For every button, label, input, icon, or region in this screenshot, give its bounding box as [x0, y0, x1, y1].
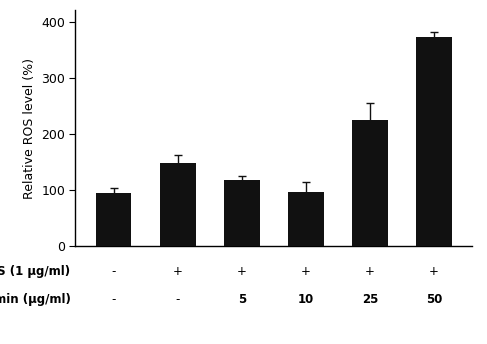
Bar [288, 192, 323, 246]
Text: Curcumin (μg/ml): Curcumin (μg/ml) [0, 293, 71, 306]
Text: +: + [237, 265, 247, 278]
Text: -: - [176, 293, 180, 306]
Bar [416, 37, 451, 246]
Text: +: + [173, 265, 183, 278]
Bar [353, 120, 388, 246]
Text: +: + [301, 265, 311, 278]
Text: 50: 50 [426, 293, 442, 306]
Text: +: + [365, 265, 375, 278]
Text: 5: 5 [238, 293, 246, 306]
Text: LPS (1 μg/ml): LPS (1 μg/ml) [0, 265, 71, 278]
Bar [160, 163, 195, 246]
Bar [96, 193, 131, 246]
Text: 10: 10 [298, 293, 314, 306]
Text: 25: 25 [362, 293, 378, 306]
Text: -: - [112, 265, 116, 278]
Text: -: - [112, 293, 116, 306]
Bar [225, 180, 260, 246]
Y-axis label: Relative ROS level (%): Relative ROS level (%) [22, 58, 36, 198]
Text: +: + [429, 265, 439, 278]
